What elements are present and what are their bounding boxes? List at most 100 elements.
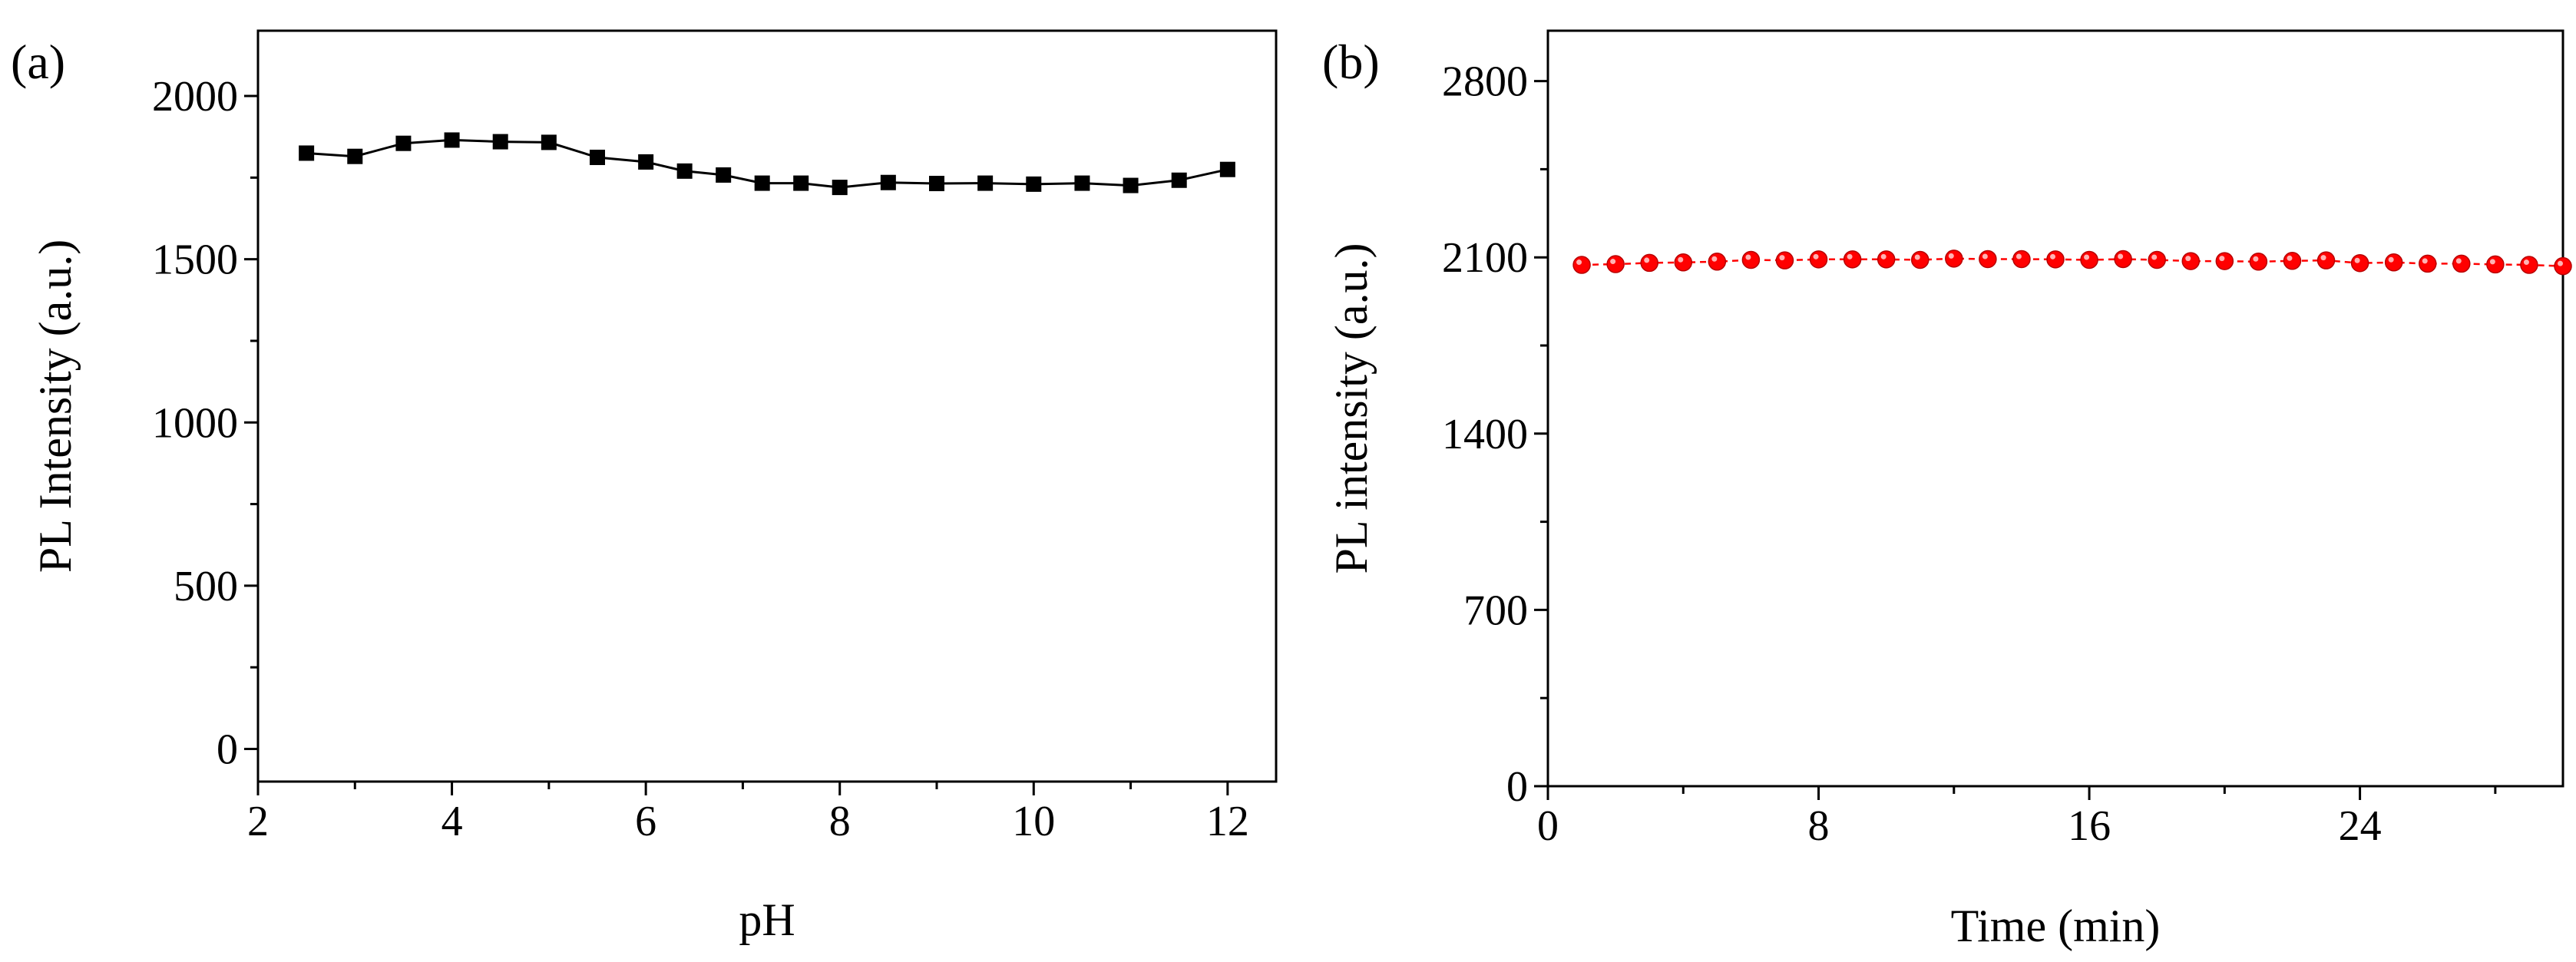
panel-a-x-tick-label: 12 [1206,798,1249,845]
panel-b-data-point [1775,251,1794,269]
panel-b-data-point [2554,256,2572,276]
panel-b-data-point-highlight [1576,260,1582,266]
panel-a-data-point [1219,161,1235,177]
panel-b-data-point [2046,250,2065,269]
panel-a-y-tick-label: 2000 [152,73,238,121]
panel-a-x-axis-title: pH [739,894,795,945]
panel-b-x-tick-label: 0 [1537,802,1559,850]
panel-b-y-tick-label: 2800 [1442,58,1528,106]
panel-b-y-tick-label: 1400 [1442,411,1528,458]
panel-a-data-point [716,167,732,183]
panel-b-data-point [2418,254,2437,273]
panel-b-data-point-highlight [2388,256,2394,263]
panel-b-data-point [1809,250,1828,269]
panel-b-data-point-highlight [1880,253,1887,260]
panel-a-y-tick-label: 1000 [152,399,238,447]
panel-b-data-point-highlight [1745,254,1751,260]
panel-b-data-point-highlight [1610,259,1616,265]
panel-a-data-point [492,134,508,150]
panel-a-x-tick-label: 8 [829,798,851,845]
panel-b-y-tick-label: 700 [1463,587,1528,634]
panel-b-series-line [1582,257,2564,267]
panel-a-data-point [676,163,693,179]
panel-a-data-point [754,175,770,191]
panel-a-y-tick-label: 500 [174,563,238,610]
panel-b-data-point [2350,253,2369,273]
panel-b-data-point-highlight [2320,255,2326,261]
panel-b-data-point [1945,250,1963,268]
panel-b-plot-frame [1546,29,2564,788]
panel-a-data-point [929,176,944,192]
panel-b-data-point [2181,252,2201,270]
panel-b-data-point-highlight [1914,254,1920,260]
panel-b-y-tick-label: 2100 [1442,234,1528,282]
panel-b-data-point [2080,250,2098,269]
panel-b-data-point-highlight [1678,256,1684,263]
panel-a: (a) 2 4 6 8 10 12 0 500 1000 1500 2000 pH PL Inten… [11,29,1278,945]
panel-b-data-point-highlight [2354,257,2360,263]
panel-b-data-point-highlight [2287,255,2293,261]
panel-b-data-point [2316,251,2336,269]
panel-b-data-point [2249,253,2268,271]
panel-b-label: (b) [1322,35,1380,89]
panel-b-data-point-highlight [1711,256,1718,262]
panel-b-x-tick-label: 24 [2339,802,2382,850]
panel-b-data-point [1843,250,1862,269]
panel-a-data-point [1123,177,1139,193]
panel-b-data-point [2283,252,2302,270]
panel-b-data-point [2148,250,2166,269]
panel-b-data-point-highlight [1644,257,1650,263]
panel-b-data-point [2012,250,2031,269]
panel-b-data-point-highlight [1779,255,1785,261]
panel-a-data-point [1026,176,1042,192]
panel-b-y-axis-title: PL intensity (a.u.) [1326,243,1377,574]
panel-a-y-axis-title: PL Intensity (a.u.) [30,240,81,573]
panel-b: (b) 0 8 16 24 0 700 1400 2100 2800 Time (min) PL… [1322,29,2572,951]
panel-b-data-point [2452,254,2471,273]
panel-a-label: (a) [11,35,65,89]
panel-b-data-point [2114,250,2132,269]
panel-a-data-point [395,135,412,151]
panel-b-data-point-highlight [1847,253,1853,260]
panel-b-data-point-highlight [2422,258,2428,264]
panel-a-data-point [444,132,460,148]
panel-a-y-tick-label: 1500 [152,236,238,284]
panel-b-data-point-highlight [2253,256,2259,262]
panel-a-data-point [347,148,363,164]
panel-b-data-point-highlight [2185,256,2191,262]
panel-a-plot-frame [256,29,1278,783]
panel-b-data-point-highlight [2118,253,2124,260]
panel-b-data-point-highlight [1982,253,1988,260]
panel-a-x-tick-label: 4 [441,798,463,845]
panel-b-data-point-highlight [2151,254,2158,260]
panel-a-x-tick-label: 10 [1012,798,1055,845]
panel-b-data-point-highlight [2015,253,2022,260]
panel-b-data-point [1910,250,1930,269]
panel-a-data-point [793,175,809,191]
panel-a-data-point [880,174,896,190]
panel-b-data-point-highlight [2558,260,2563,266]
panel-a-data-point [541,134,557,150]
panel-b-data-point [1572,256,1591,274]
panel-b-data-point-highlight [2489,259,2495,265]
panel-a-x-tick-label: 2 [247,798,269,845]
panel-a-data-point [590,149,605,165]
panel-b-data-point [1979,250,1997,269]
panel-b-x-tick-label: 16 [2068,802,2111,850]
panel-a-data-point [1074,175,1090,191]
panel-a-data-point [977,175,994,191]
panel-b-data-point-highlight [2050,253,2055,260]
panel-a-data-point [832,180,848,196]
panel-b-data-point [2384,253,2403,272]
panel-b-data-point [1606,255,1625,273]
panel-b-data-point-highlight [2219,256,2225,262]
panel-b-data-point [1640,253,1658,273]
panel-b-data-point [2520,256,2538,274]
panel-b-data-point [1708,253,1727,271]
panel-a-data-point [299,145,315,161]
panel-a-x-tick-label: 6 [635,798,656,845]
panel-b-data-point [2486,255,2505,274]
panel-b-data-point [2215,252,2234,270]
panel-b-data-point [1741,250,1761,269]
